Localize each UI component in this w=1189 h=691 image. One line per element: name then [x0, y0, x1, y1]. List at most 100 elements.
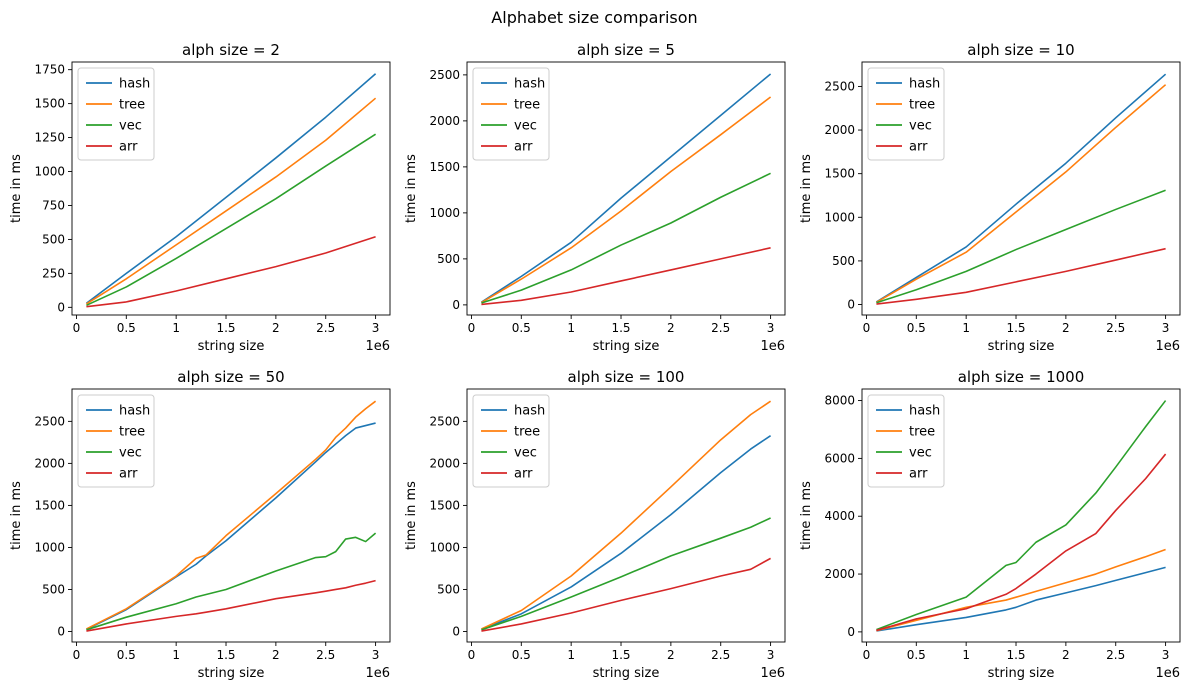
legend-label-vec: vec [119, 119, 142, 134]
x-tick-label: 0 [863, 321, 871, 335]
x-tick-label: 2.5 [711, 648, 730, 662]
legend-label-vec: vec [514, 119, 537, 134]
x-tick-label: 2 [667, 321, 675, 335]
y-tick-label: 2000 [34, 456, 65, 470]
x-tick-label: 2.5 [316, 321, 335, 335]
x-axis-label: string size [198, 339, 265, 354]
x-tick-label: 2.5 [1106, 321, 1125, 335]
legend-label-hash: hash [514, 404, 545, 419]
y-axis-label: time in ms [799, 481, 814, 550]
x-tick-label: 1.5 [611, 321, 630, 335]
x-tick-label: 1 [172, 648, 180, 662]
x-tick-label: 2 [272, 321, 280, 335]
series-line-tree [876, 84, 1167, 304]
series-line-tree [86, 400, 377, 630]
legend-label-vec: vec [909, 446, 932, 461]
legend-label-vec: vec [514, 446, 537, 461]
y-tick-label: 1250 [34, 131, 65, 145]
legend-label-arr: arr [514, 467, 533, 482]
legend: hash tree vec arr [472, 67, 550, 161]
axes-frame [466, 388, 786, 643]
y-tick-label: 1500 [824, 167, 855, 181]
x-tick-label: 1.5 [1006, 648, 1025, 662]
legend-label-hash: hash [514, 77, 545, 92]
y-tick-label: 1000 [824, 210, 855, 224]
legend-label-arr: arr [119, 467, 138, 482]
subplot-title: alph size = 5 [577, 41, 675, 59]
x-offset-label: 1e6 [1155, 666, 1180, 681]
y-tick-label: 2000 [824, 123, 855, 137]
x-tick-label: 3 [1162, 321, 1170, 335]
x-tick-label: 0 [73, 648, 81, 662]
x-tick-label: 0.5 [907, 321, 926, 335]
y-tick-label: 2500 [429, 68, 460, 82]
y-tick-label: 0 [847, 298, 855, 312]
x-tick-label: 0 [468, 648, 476, 662]
x-tick-label: 1 [567, 321, 575, 335]
y-tick-label: 2500 [824, 79, 855, 93]
series-line-tree [481, 400, 772, 630]
subplot-title: alph size = 10 [967, 41, 1074, 59]
subplot-6: 0 0.5 1 1.5 2 2.5 3 0 2000 4000 6000 8000 alph size … [799, 368, 1181, 681]
legend-label-arr: arr [119, 140, 138, 155]
y-tick-label: 1500 [429, 498, 460, 512]
legend-label-tree: tree [119, 98, 145, 113]
x-tick-label: 3 [767, 321, 775, 335]
series-line-tree [481, 96, 772, 304]
legend-label-arr: arr [514, 140, 533, 155]
y-axis-label: time in ms [9, 154, 24, 223]
x-tick-label: 0.5 [907, 648, 926, 662]
x-offset-label: 1e6 [365, 339, 390, 354]
x-tick-label: 1.5 [216, 648, 235, 662]
x-tick-label: 0.5 [512, 321, 531, 335]
x-tick-label: 2 [1062, 321, 1070, 335]
legend-label-tree: tree [514, 425, 540, 440]
subplot-title: alph size = 100 [568, 368, 685, 386]
x-tick-label: 2 [1062, 648, 1070, 662]
legend-label-tree: tree [909, 98, 935, 113]
x-tick-label: 2 [667, 648, 675, 662]
x-tick-label: 1.5 [216, 321, 235, 335]
y-tick-label: 0 [57, 300, 65, 314]
y-tick-label: 6000 [824, 451, 855, 465]
y-tick-label: 2500 [34, 414, 65, 428]
series-line-arr [481, 247, 771, 306]
x-axis-label: string size [988, 339, 1055, 354]
x-tick-label: 0.5 [512, 648, 531, 662]
axes-frame [466, 61, 786, 316]
x-tick-label: 0 [863, 648, 871, 662]
x-tick-label: 3 [767, 648, 775, 662]
x-offset-label: 1e6 [365, 666, 390, 681]
x-tick-label: 2.5 [1106, 648, 1125, 662]
x-tick-label: 1.5 [1006, 321, 1025, 335]
subplot-title: alph size = 1000 [958, 368, 1085, 386]
y-tick-label: 1500 [34, 498, 65, 512]
legend-label-tree: tree [909, 425, 935, 440]
x-tick-label: 2.5 [316, 648, 335, 662]
y-tick-label: 2000 [824, 567, 855, 581]
y-tick-label: 1000 [34, 165, 65, 179]
x-tick-label: 1 [172, 321, 180, 335]
legend-label-vec: vec [909, 119, 932, 134]
legend-label-tree: tree [119, 425, 145, 440]
series-line-vec [481, 172, 771, 304]
figure-title: Alphabet size comparison [491, 8, 698, 27]
legend: hash tree vec arr [77, 394, 155, 488]
subplot-3: 0 0.5 1 1.5 2 2.5 3 0 500 1000 1500 2000 2500 alph si… [799, 41, 1181, 354]
subplot-1: 0 0.5 1 1.5 2 2.5 3 0 250 500 750 1000 1250 1500 1750 a… [9, 41, 391, 354]
series-line-vec [876, 189, 1166, 304]
subplot-4: 0 0.5 1 1.5 2 2.5 3 0 500 1000 1500 2000 2500 alph si… [9, 368, 391, 681]
series-line-arr [876, 453, 1167, 632]
legend-label-hash: hash [909, 77, 940, 92]
x-tick-label: 2.5 [711, 321, 730, 335]
y-tick-label: 1000 [429, 540, 460, 554]
subplot-title: alph size = 2 [182, 41, 280, 59]
legend-label-hash: hash [119, 77, 150, 92]
x-tick-label: 1 [567, 648, 575, 662]
x-axis-label: string size [198, 666, 265, 681]
axes-frame [71, 388, 391, 643]
y-tick-label: 2000 [429, 456, 460, 470]
series-line-hash [85, 73, 377, 304]
y-tick-label: 1500 [34, 97, 65, 111]
x-tick-label: 3 [372, 648, 380, 662]
